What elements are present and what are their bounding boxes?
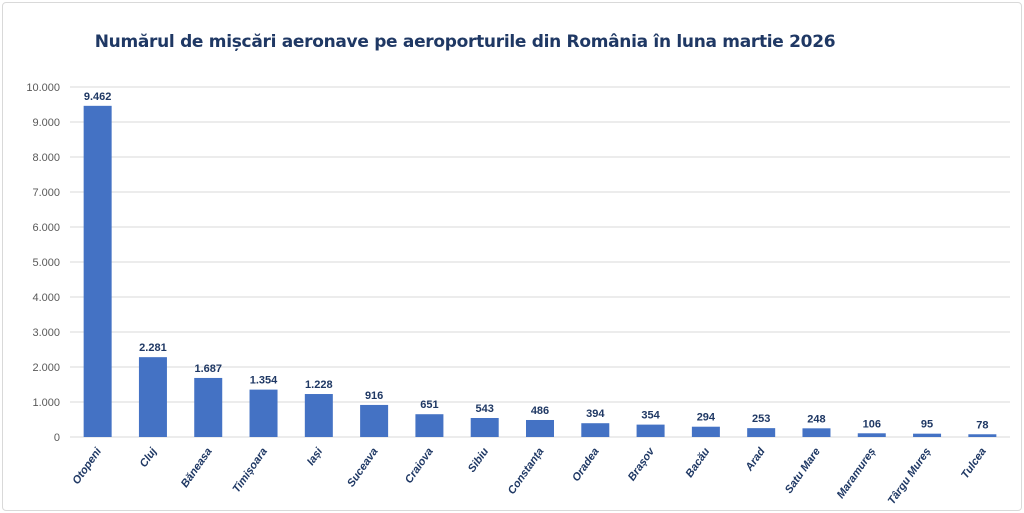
bar	[968, 434, 997, 437]
data-label: 543	[476, 403, 494, 415]
x-tick-label: Suceava	[345, 446, 380, 489]
x-tick-label: Iași	[305, 445, 326, 468]
data-label: 294	[697, 412, 716, 424]
data-label: 1.354	[250, 375, 278, 387]
bar	[691, 426, 720, 437]
data-label: 916	[365, 390, 383, 402]
bar	[581, 423, 610, 437]
data-label: 486	[531, 405, 549, 417]
y-tick-label: 8.000	[32, 152, 60, 164]
bar	[636, 424, 665, 437]
data-label: 253	[752, 413, 770, 425]
bar	[857, 433, 886, 437]
y-tick-label: 9.000	[32, 117, 60, 129]
bar	[360, 404, 389, 437]
bar	[194, 377, 223, 437]
x-tick-label: Bacău	[684, 446, 713, 480]
data-label: 78	[976, 419, 988, 431]
x-tick-label: Oradea	[570, 446, 602, 484]
bar	[802, 428, 831, 437]
data-label: 95	[921, 419, 933, 431]
bar	[526, 419, 554, 437]
x-tick-label: Satu Mare	[783, 446, 823, 496]
data-label: 1.687	[194, 363, 222, 375]
x-tick-label: Băneasa	[179, 446, 215, 490]
y-tick-label: 4.000	[32, 292, 60, 304]
data-label: 651	[420, 399, 438, 411]
x-tick-label: Constanța	[506, 446, 547, 497]
data-label: 106	[863, 418, 881, 430]
y-tick-label: 3.000	[32, 327, 60, 339]
bar	[83, 105, 112, 437]
data-label: 1.228	[305, 379, 333, 391]
data-label: 2.281	[139, 342, 167, 354]
bar	[913, 433, 942, 437]
bar	[470, 417, 499, 437]
bar	[249, 389, 278, 437]
x-tick-label: Brașov	[626, 445, 658, 483]
y-tick-label: 1.000	[32, 397, 60, 409]
y-tick-label: 7.000	[32, 187, 60, 199]
data-label: 9.462	[84, 91, 112, 103]
x-tick-label: Tulcea	[959, 446, 989, 481]
data-label: 248	[807, 413, 825, 425]
x-tick-label: Timișoara	[230, 446, 270, 495]
bar	[304, 394, 333, 437]
y-tick-label: 5.000	[32, 257, 60, 269]
bar	[747, 428, 776, 437]
data-label: 354	[641, 410, 660, 422]
y-tick-label: 10.000	[26, 82, 60, 94]
x-tick-label: Craiova	[403, 446, 436, 486]
x-tick-label: Otopeni	[70, 445, 104, 487]
x-tick-label: Sibiu	[466, 446, 491, 475]
bar	[138, 357, 167, 437]
x-tick-label: Arad	[743, 446, 768, 474]
y-tick-label: 6.000	[32, 222, 60, 234]
y-tick-label: 2.000	[32, 362, 60, 374]
x-tick-label: Maramureș	[835, 446, 879, 501]
x-tick-label: Cluj	[138, 445, 160, 470]
x-tick-label: Târgu Mureș	[886, 446, 934, 507]
y-tick-label: 0	[54, 432, 60, 444]
data-label: 394	[586, 408, 605, 420]
chart-title: Numărul de mișcări aeronave pe aeroportu…	[94, 32, 836, 52]
bar	[415, 414, 444, 437]
